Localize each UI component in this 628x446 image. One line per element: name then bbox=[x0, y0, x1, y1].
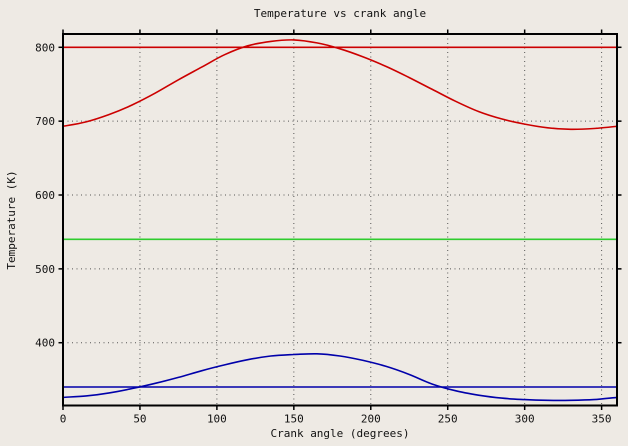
plot-border bbox=[62, 33, 618, 407]
chart-title: Temperature vs crank angle bbox=[254, 7, 426, 20]
x-tick-label: 250 bbox=[438, 413, 458, 426]
x-tick-label: 50 bbox=[133, 413, 146, 426]
tick-layer bbox=[58, 29, 622, 410]
y-tick-label: 600 bbox=[35, 189, 55, 202]
x-tick-label: 350 bbox=[592, 413, 612, 426]
y-tick-label: 500 bbox=[35, 263, 55, 276]
x-tick-label: 300 bbox=[515, 413, 535, 426]
y-axis-label: Temperature (K) bbox=[5, 170, 18, 269]
y-tick-label: 800 bbox=[35, 41, 55, 54]
y-tick-label: 700 bbox=[35, 115, 55, 128]
series-layer bbox=[62, 39, 618, 402]
x-tick-label: 100 bbox=[207, 413, 227, 426]
x-tick-label: 150 bbox=[284, 413, 304, 426]
x-tick-label: 0 bbox=[60, 413, 67, 426]
x-tick-label: 200 bbox=[361, 413, 381, 426]
y-tick-label: 400 bbox=[35, 337, 55, 350]
tick-label-layer: 0 50 100 150 200 250 300 350 400 500 600 700 800 bbox=[35, 41, 611, 425]
blue-curve bbox=[62, 352, 618, 402]
red-curve bbox=[62, 39, 618, 131]
grid-layer bbox=[62, 34, 617, 406]
x-axis-label: Crank angle (degrees) bbox=[270, 427, 409, 440]
